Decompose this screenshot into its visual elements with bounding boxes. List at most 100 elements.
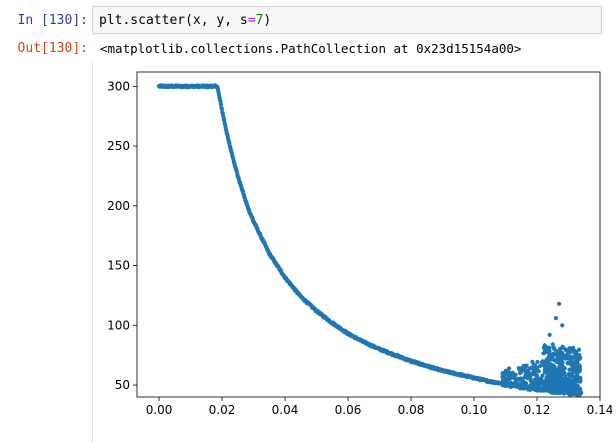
scatter-point xyxy=(557,347,562,352)
y-tick-label: 50 xyxy=(115,378,130,392)
scatter-point xyxy=(572,390,577,395)
code-text[interactable]: plt.scatter(x, y, s=7) xyxy=(99,12,271,30)
scatter-point xyxy=(559,357,564,362)
scatter-point xyxy=(526,369,531,374)
scatter-point xyxy=(509,371,514,376)
scatter-point xyxy=(550,356,555,361)
scatter-point xyxy=(527,386,532,392)
scatter-point xyxy=(528,377,533,382)
code-number: 7 xyxy=(255,13,264,28)
scatter-point xyxy=(548,385,553,390)
scatter-point xyxy=(560,344,565,349)
scatter-point xyxy=(514,379,519,384)
scatter-point xyxy=(531,367,536,372)
code-prefix: plt.scatter(x, y, s xyxy=(99,13,248,28)
y-tick-label: 250 xyxy=(107,139,130,153)
scatter-point xyxy=(532,377,537,382)
scatter-point xyxy=(527,366,532,371)
scatter-point xyxy=(551,352,556,357)
scatter-point xyxy=(554,349,559,354)
scatter-point xyxy=(530,359,535,364)
scatter-point xyxy=(577,356,582,361)
scatter-point xyxy=(554,388,560,393)
scatter-point xyxy=(505,368,510,373)
scatter-point xyxy=(559,350,565,355)
scatter-point xyxy=(577,366,582,371)
scatter-point xyxy=(557,373,562,378)
y-tick-label: 150 xyxy=(107,259,130,273)
scatter-point xyxy=(528,373,533,378)
x-tick-label: 0.08 xyxy=(398,403,425,417)
scatter-point xyxy=(520,365,525,370)
axes-frame xyxy=(136,71,601,398)
scatter-point xyxy=(555,377,560,382)
scatter-point xyxy=(546,371,551,376)
scatter-point xyxy=(506,381,511,387)
scatter-point xyxy=(500,383,505,388)
scatter-point xyxy=(520,377,525,382)
scatter-point xyxy=(548,380,553,385)
scatter-point xyxy=(539,376,544,381)
scatter-point xyxy=(500,371,505,376)
scatter-point xyxy=(538,363,543,368)
output-scroll-border xyxy=(92,62,93,443)
scatter-point xyxy=(537,381,543,386)
scatter-point xyxy=(553,359,558,364)
x-tick-label: 0.06 xyxy=(335,403,362,417)
x-tick-label: 0.04 xyxy=(272,403,299,417)
scatter-point xyxy=(560,323,565,328)
code-input[interactable]: plt.scatter(x, y, s=7) xyxy=(92,6,602,34)
y-tick-label: 300 xyxy=(107,79,130,93)
scatter-point xyxy=(534,385,539,390)
scatter-point xyxy=(569,373,574,378)
scatter-point xyxy=(544,358,549,363)
scatter-point xyxy=(578,379,583,384)
scatter-point xyxy=(547,332,552,337)
x-tick-label: 0.00 xyxy=(146,403,173,417)
scatter-point xyxy=(544,377,549,382)
scatter-point xyxy=(519,368,524,373)
scatter-point xyxy=(563,347,568,352)
x-tick-label: 0.10 xyxy=(461,403,488,417)
scatter-point xyxy=(547,349,552,354)
scatter-point xyxy=(550,342,555,347)
scatter-point xyxy=(566,356,571,361)
scatter-point xyxy=(552,346,557,351)
scatter-point xyxy=(507,376,512,381)
scatter-point xyxy=(571,378,577,383)
scatter-point xyxy=(559,387,564,392)
scatter-point xyxy=(535,359,540,365)
scatter-point xyxy=(517,384,522,389)
scatter-point xyxy=(524,381,529,386)
scatter-point xyxy=(546,345,551,350)
scatter-point xyxy=(553,316,558,321)
scatter-point xyxy=(541,345,546,350)
x-tick-label: 0.02 xyxy=(209,403,236,417)
scatter-point xyxy=(562,366,567,371)
scatter-point xyxy=(557,301,562,306)
scatter-point xyxy=(552,366,557,371)
x-tick-label: 0.14 xyxy=(587,403,612,417)
scatter-point xyxy=(504,378,509,384)
x-tick-label: 0.12 xyxy=(524,403,551,417)
scatter-point xyxy=(575,383,580,388)
scatter-point xyxy=(570,367,575,373)
scatter-point xyxy=(531,382,536,387)
scatter-point xyxy=(577,347,582,352)
output-text: <matplotlib.collections.PathCollection a… xyxy=(100,41,522,56)
code-operator: = xyxy=(247,13,256,28)
scatter-point xyxy=(570,355,575,361)
input-prompt: In [130]: xyxy=(17,13,88,28)
y-tick-label: 100 xyxy=(107,318,130,332)
scatter-point xyxy=(567,390,573,395)
scatter-point xyxy=(570,384,575,389)
scatter-point xyxy=(541,351,546,356)
scatter-point xyxy=(569,349,574,354)
output-prompt: Out[130]: xyxy=(17,41,88,56)
scatter-point xyxy=(571,345,576,350)
scatter-point xyxy=(537,385,542,390)
scatter-points xyxy=(156,83,584,398)
scatter-point xyxy=(551,388,556,393)
scatter-point xyxy=(520,385,525,390)
scatter-point xyxy=(573,369,578,375)
